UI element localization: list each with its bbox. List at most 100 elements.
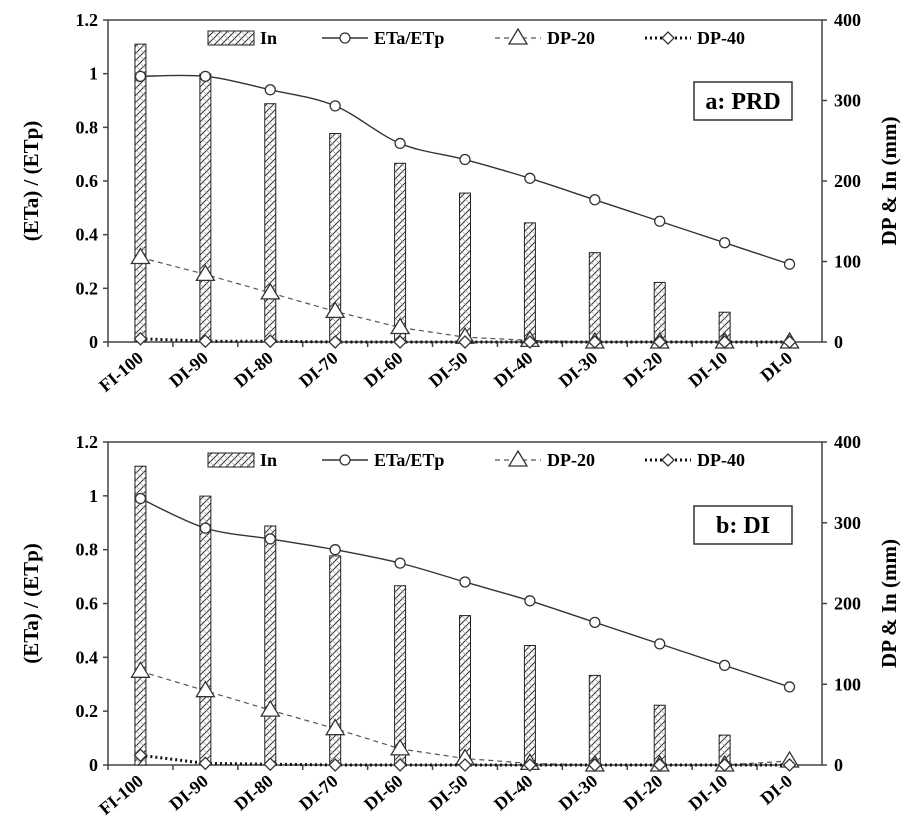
left-tick-label: 0.4: [76, 647, 99, 667]
left-tick-label: 0: [89, 755, 98, 775]
point-dp-40: [198, 334, 213, 349]
point-etaetp: [394, 137, 406, 150]
bar-in: [199, 495, 212, 766]
category-label: DI-90: [165, 348, 212, 392]
category-label: FI-100: [95, 771, 147, 819]
legend-marker-dp-40: [661, 453, 675, 467]
point-etaetp: [329, 544, 341, 556]
legend-marker-dp-20: [507, 27, 529, 45]
point-dp-40: [652, 758, 667, 772]
point-dp-40: [458, 758, 472, 772]
point-dp-40: [522, 758, 537, 772]
category-label: DI-60: [360, 348, 407, 392]
point-dp-20: [130, 661, 151, 678]
point-dp-40: [458, 335, 472, 349]
point-etaetp: [134, 492, 147, 505]
bar-in: [588, 674, 601, 766]
point-etaetp: [459, 576, 471, 588]
point-dp-20: [325, 718, 346, 736]
panel-di: 0 0.2 0.4 0.6 0.8 1 1.2 0 100 200 300 400 FI-100 DI-9…: [19, 432, 901, 819]
left-tick-label: 0.2: [76, 278, 99, 298]
left-tick-label: 0.4: [76, 225, 99, 245]
point-etaetp: [589, 194, 601, 206]
point-etaetp: [199, 522, 212, 534]
legend-marker-dp-20: [507, 449, 529, 467]
point-dp-40: [393, 758, 408, 772]
bar-in: [199, 73, 212, 343]
left-tick-label: 0.8: [76, 117, 99, 137]
category-label: DI-10: [685, 348, 732, 392]
left-tick-label: 0.8: [76, 540, 99, 560]
legend-label-in: In: [260, 450, 277, 470]
legend-label-dp-40: DP-40: [697, 28, 745, 48]
panel-label: b: DI: [716, 513, 770, 539]
panel-prd: 0 0.2 0.4 0.6 0.8 1 1.2 0 100 200 300 400 FI-100 DI-9…: [19, 10, 901, 396]
point-dp-40: [198, 756, 213, 771]
point-etaetp: [783, 681, 796, 693]
left-axis-title: (ETa) / (ETp): [19, 543, 43, 664]
point-dp-40: [133, 331, 148, 346]
legend-marker-dp-40: [661, 31, 675, 45]
point-dp-20: [260, 699, 281, 717]
point-etaetp: [524, 595, 536, 607]
bar-in: [588, 252, 601, 343]
category-label: FI-100: [95, 348, 147, 396]
legend-marker-etaetp: [339, 454, 351, 466]
legend-swatch-in: [207, 452, 255, 468]
legend-label-in: In: [260, 28, 277, 48]
point-etaetp: [589, 616, 601, 628]
right-axis-title: DP & In (mm): [877, 117, 901, 246]
bar-in: [394, 162, 407, 343]
point-dp-40: [652, 335, 667, 349]
left-tick-label: 1: [89, 486, 98, 506]
category-label: DI-80: [230, 348, 277, 392]
bar-in: [459, 192, 471, 343]
bar-in: [264, 525, 277, 766]
left-tick-label: 0.2: [76, 701, 99, 721]
category-label: DI-70: [295, 771, 342, 815]
panel-label: a: PRD: [705, 89, 780, 115]
point-dp-40: [587, 758, 602, 772]
legend-label-dp-20: DP-20: [547, 28, 595, 48]
right-tick-label: 100: [834, 674, 861, 694]
right-tick-label: 200: [834, 594, 861, 614]
point-dp-40: [393, 335, 408, 349]
point-etaetp: [459, 153, 471, 166]
category-label: DI-20: [620, 771, 667, 815]
point-dp-40: [263, 757, 278, 772]
left-tick-label: 1: [89, 64, 98, 84]
category-label: DI-50: [425, 771, 472, 815]
right-tick-label: 0: [834, 755, 843, 775]
left-tick-label: 0.6: [76, 171, 99, 191]
point-dp-40: [782, 758, 797, 772]
legend-label-dp-20: DP-20: [547, 450, 595, 470]
category-label: DI-90: [165, 771, 212, 815]
point-dp-40: [717, 758, 732, 772]
category-label: DI-80: [230, 771, 277, 815]
right-tick-label: 100: [834, 252, 861, 272]
point-dp-40: [717, 335, 732, 349]
legend-label-etaetp: ETa/ETp: [374, 450, 444, 470]
point-dp-40: [263, 334, 278, 349]
point-dp-20: [195, 264, 216, 282]
category-label: DI-40: [490, 348, 537, 392]
bar-in: [523, 222, 536, 343]
point-etaetp: [329, 100, 341, 112]
point-dp-20: [195, 680, 216, 698]
point-dp-40: [782, 335, 797, 349]
point-etaetp: [264, 84, 276, 96]
category-label: DI-40: [490, 771, 537, 815]
bar-in: [523, 644, 536, 766]
category-label: DI-70: [295, 348, 342, 392]
right-tick-label: 0: [834, 332, 843, 352]
category-label: DI-0: [756, 348, 796, 386]
point-etaetp: [783, 258, 796, 270]
right-tick-label: 200: [834, 171, 861, 191]
point-dp-40: [522, 335, 537, 349]
point-etaetp: [654, 215, 666, 227]
point-etaetp: [394, 557, 406, 569]
point-etaetp: [524, 172, 536, 184]
right-tick-label: 300: [834, 91, 861, 111]
point-etaetp: [134, 70, 147, 82]
